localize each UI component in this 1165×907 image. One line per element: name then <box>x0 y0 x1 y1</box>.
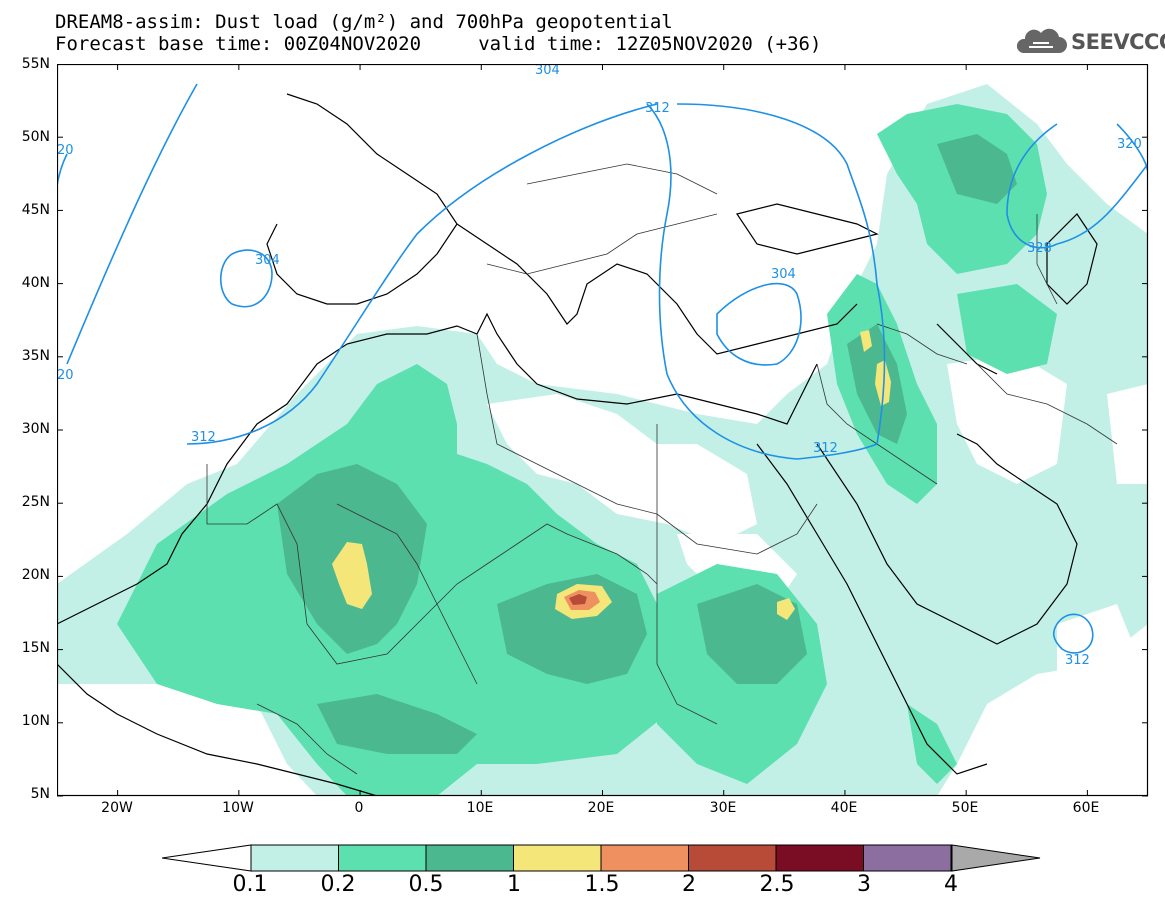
colorbar-label: 0.2 <box>320 872 356 897</box>
dust-yellow-region <box>332 330 891 620</box>
colorbar-label: 4 <box>944 872 958 897</box>
lon-label: 20E <box>587 800 615 816</box>
dust-map: 304 312 304 312 312 304 320 328 312 20 2… <box>57 64 1149 797</box>
contour-label: 312 <box>191 430 216 445</box>
colorbar-label: 3 <box>857 872 871 897</box>
logo-text: SEEVCCC <box>1071 30 1165 54</box>
lat-label: 45N <box>21 202 50 218</box>
colorbar-cell <box>863 844 952 872</box>
contour-labels: 304 312 304 312 312 304 320 328 312 20 2… <box>57 64 1142 668</box>
lon-label: 20W <box>101 800 133 816</box>
lon-label: 10W <box>222 800 254 816</box>
colorbar-cell <box>600 844 689 872</box>
lat-label: 25N <box>21 494 50 510</box>
colorbar-label: 0.5 <box>408 872 444 897</box>
cloud-icon <box>1016 28 1067 53</box>
colorbar-cell <box>775 844 864 872</box>
contour-label: 304 <box>771 267 796 282</box>
lon-label: 50E <box>951 800 979 816</box>
colorbar <box>162 844 1041 872</box>
dust-hotspot <box>564 590 600 610</box>
contour-label: 328 <box>1027 241 1052 256</box>
lon-label: 40E <box>830 800 858 816</box>
colorbar-cell <box>250 844 339 872</box>
lat-label: 35N <box>21 348 50 364</box>
colorbar-cell <box>951 844 1041 872</box>
contour-label: 312 <box>645 101 670 116</box>
lon-label: 60E <box>1072 800 1100 816</box>
contour-label: 312 <box>813 441 838 456</box>
contour-label: 320 <box>1117 137 1142 152</box>
contour-label: 304 <box>535 64 560 78</box>
colorbar-label: 0.1 <box>232 872 268 897</box>
forecast-time-line: Forecast base time: 00Z04NOV2020 valid t… <box>55 33 822 55</box>
lon-label: 30E <box>709 800 737 816</box>
lat-label: 55N <box>21 56 50 72</box>
geopotential-contours <box>57 83 1148 654</box>
lon-label: 10E <box>466 800 494 816</box>
lat-label: 30N <box>21 421 50 437</box>
lon-label: 0 <box>354 800 364 816</box>
seevccc-logo: SEEVCCC <box>1015 24 1165 60</box>
lat-label: 15N <box>21 640 50 656</box>
colorbar-cell <box>688 844 777 872</box>
map-title: DREAM8-assim: Dust load (g/m²) and 700hP… <box>55 11 673 33</box>
lat-label: 5N <box>30 786 50 802</box>
contour-label: 312 <box>1065 653 1090 668</box>
lat-label: 50N <box>21 129 50 145</box>
colorbar-cell <box>338 844 427 872</box>
colorbar-cell <box>425 844 514 872</box>
contour-label: 304 <box>255 253 280 268</box>
colorbar-label: 2.5 <box>759 872 795 897</box>
colorbar-label: 1.5 <box>584 872 620 897</box>
colorbar-label: 1 <box>507 872 521 897</box>
coastlines <box>57 93 1098 796</box>
colorbar-label: 2 <box>682 872 696 897</box>
borders <box>206 163 1118 775</box>
lat-label: 40N <box>21 275 50 291</box>
lat-label: 10N <box>21 713 50 729</box>
contour-label: 20 <box>57 368 74 383</box>
colorbar-cell <box>513 844 602 872</box>
lat-label: 20N <box>21 567 50 583</box>
contour-label: 20 <box>57 143 74 158</box>
